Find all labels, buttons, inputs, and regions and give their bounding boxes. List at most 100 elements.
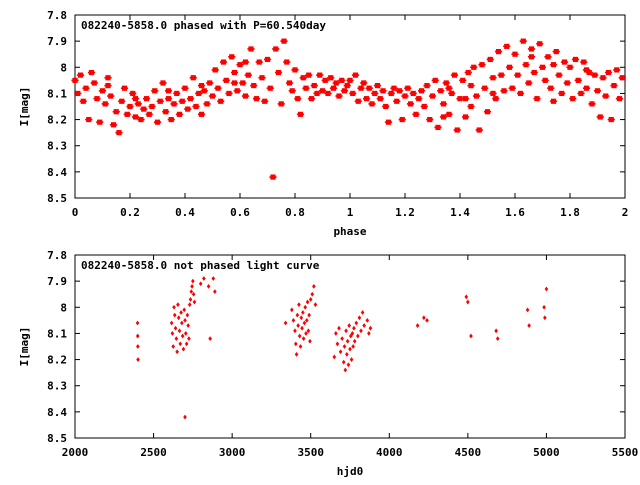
data-point-arm <box>137 118 145 121</box>
data-point-arm <box>296 113 305 116</box>
data-point-arm <box>302 87 310 89</box>
y-tick-label: 7.8 <box>47 9 67 22</box>
data-point-arm <box>618 76 626 79</box>
data-point <box>345 338 350 344</box>
data-point-arm <box>428 95 437 97</box>
data-point <box>341 359 346 365</box>
data-point <box>136 344 140 349</box>
data-point-arm <box>316 74 324 76</box>
data-point-arm <box>82 87 90 89</box>
data-point <box>342 344 347 349</box>
data-point-arm <box>159 82 167 84</box>
data-point <box>136 357 140 362</box>
data-point-arm <box>197 113 206 116</box>
data-point-arm <box>236 63 244 66</box>
data-point-arm <box>574 79 582 82</box>
data-point-arm <box>142 97 151 100</box>
data-point <box>425 317 429 323</box>
data-point <box>347 323 352 328</box>
data-point-arm <box>439 116 448 118</box>
x-tick-label: 5500 <box>612 446 639 459</box>
data-point-arm <box>324 92 332 95</box>
data-point <box>176 315 181 321</box>
data-point <box>302 320 307 326</box>
data-point-arm <box>365 87 373 89</box>
data-point-arm <box>406 103 415 105</box>
data-point-arm <box>214 87 222 89</box>
data-point-arm <box>228 56 236 58</box>
data-point <box>192 299 197 305</box>
data-point <box>182 307 187 313</box>
y-tick-label: 8.4 <box>47 166 67 179</box>
data-point-arm <box>508 87 516 89</box>
data-point-arm <box>87 71 96 74</box>
data-point <box>293 341 298 347</box>
data-point-arm <box>483 110 492 113</box>
data-point <box>365 317 370 323</box>
data-point-arm <box>156 100 164 103</box>
data-point-arm <box>549 100 558 103</box>
data-point-arm <box>258 76 266 79</box>
data-point-arm <box>439 103 448 105</box>
data-point-arm <box>467 84 475 87</box>
data-point-arm <box>362 97 371 100</box>
data-point-arm <box>368 103 376 105</box>
data-point-arm <box>475 129 483 131</box>
data-point-arm <box>131 116 140 118</box>
data-point <box>494 328 498 334</box>
data-point <box>188 297 193 302</box>
data-point-arm <box>93 97 101 100</box>
data-point <box>294 351 299 357</box>
x-tick-label: 2000 <box>62 446 89 459</box>
data-point-arm <box>343 84 351 87</box>
data-point <box>354 320 359 326</box>
data-point-arm <box>120 87 129 89</box>
data-point <box>173 325 178 331</box>
data-point <box>307 312 311 318</box>
data-point-arm <box>530 71 538 74</box>
data-point <box>178 341 183 347</box>
data-point-arm <box>145 113 153 116</box>
data-point-arm <box>101 103 109 105</box>
data-point <box>352 325 356 331</box>
data-point <box>198 281 203 287</box>
data-point-arm <box>107 95 115 97</box>
data-point <box>180 320 184 326</box>
data-point-arm <box>494 50 503 53</box>
x-tick-label: 0.4 <box>175 206 195 219</box>
data-point <box>337 325 341 331</box>
data-point <box>304 317 309 323</box>
data-point-arm <box>208 95 217 97</box>
data-point-arm <box>558 92 566 95</box>
data-point-arm <box>151 90 159 92</box>
data-point <box>312 283 316 289</box>
data-point-arm <box>527 48 536 50</box>
data-point-arm <box>437 90 445 92</box>
data-point-arm <box>442 82 450 84</box>
data-point-arm <box>585 71 593 74</box>
data-point-arm <box>569 97 577 100</box>
data-point-arm <box>423 84 431 87</box>
data-point <box>343 367 348 373</box>
data-point-arm <box>277 103 285 105</box>
data-point <box>170 331 175 336</box>
data-point-arm <box>613 69 621 71</box>
data-point <box>359 328 363 334</box>
data-point <box>185 312 190 318</box>
data-point-arm <box>175 113 184 116</box>
plot-frame <box>74 14 626 199</box>
data-point <box>135 333 140 339</box>
data-point <box>291 317 296 323</box>
data-point-arm <box>305 74 313 76</box>
data-point <box>495 336 500 342</box>
data-point-arm <box>186 97 195 100</box>
data-point-arm <box>321 79 329 82</box>
data-point <box>186 323 190 328</box>
x-tick-label: 4000 <box>376 446 403 459</box>
data-point <box>349 357 354 362</box>
x-tick-label: 2 <box>622 206 629 219</box>
data-point-arm <box>178 100 186 103</box>
data-point-arm <box>371 92 379 95</box>
data-point-arm <box>393 100 401 103</box>
